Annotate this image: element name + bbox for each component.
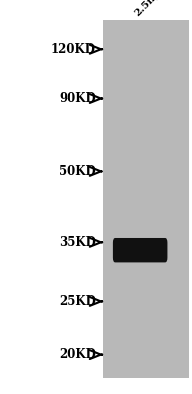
Bar [103,20,189,378]
Text: 25KD: 25KD [59,295,96,308]
Text: 120KD: 120KD [51,43,96,56]
Text: 20KD: 20KD [59,348,96,361]
Text: 90KD: 90KD [59,92,96,105]
FancyBboxPatch shape [113,238,167,262]
Text: 2.5ng: 2.5ng [133,0,163,18]
Text: 50KD: 50KD [59,165,96,178]
Text: 35KD: 35KD [59,236,96,249]
